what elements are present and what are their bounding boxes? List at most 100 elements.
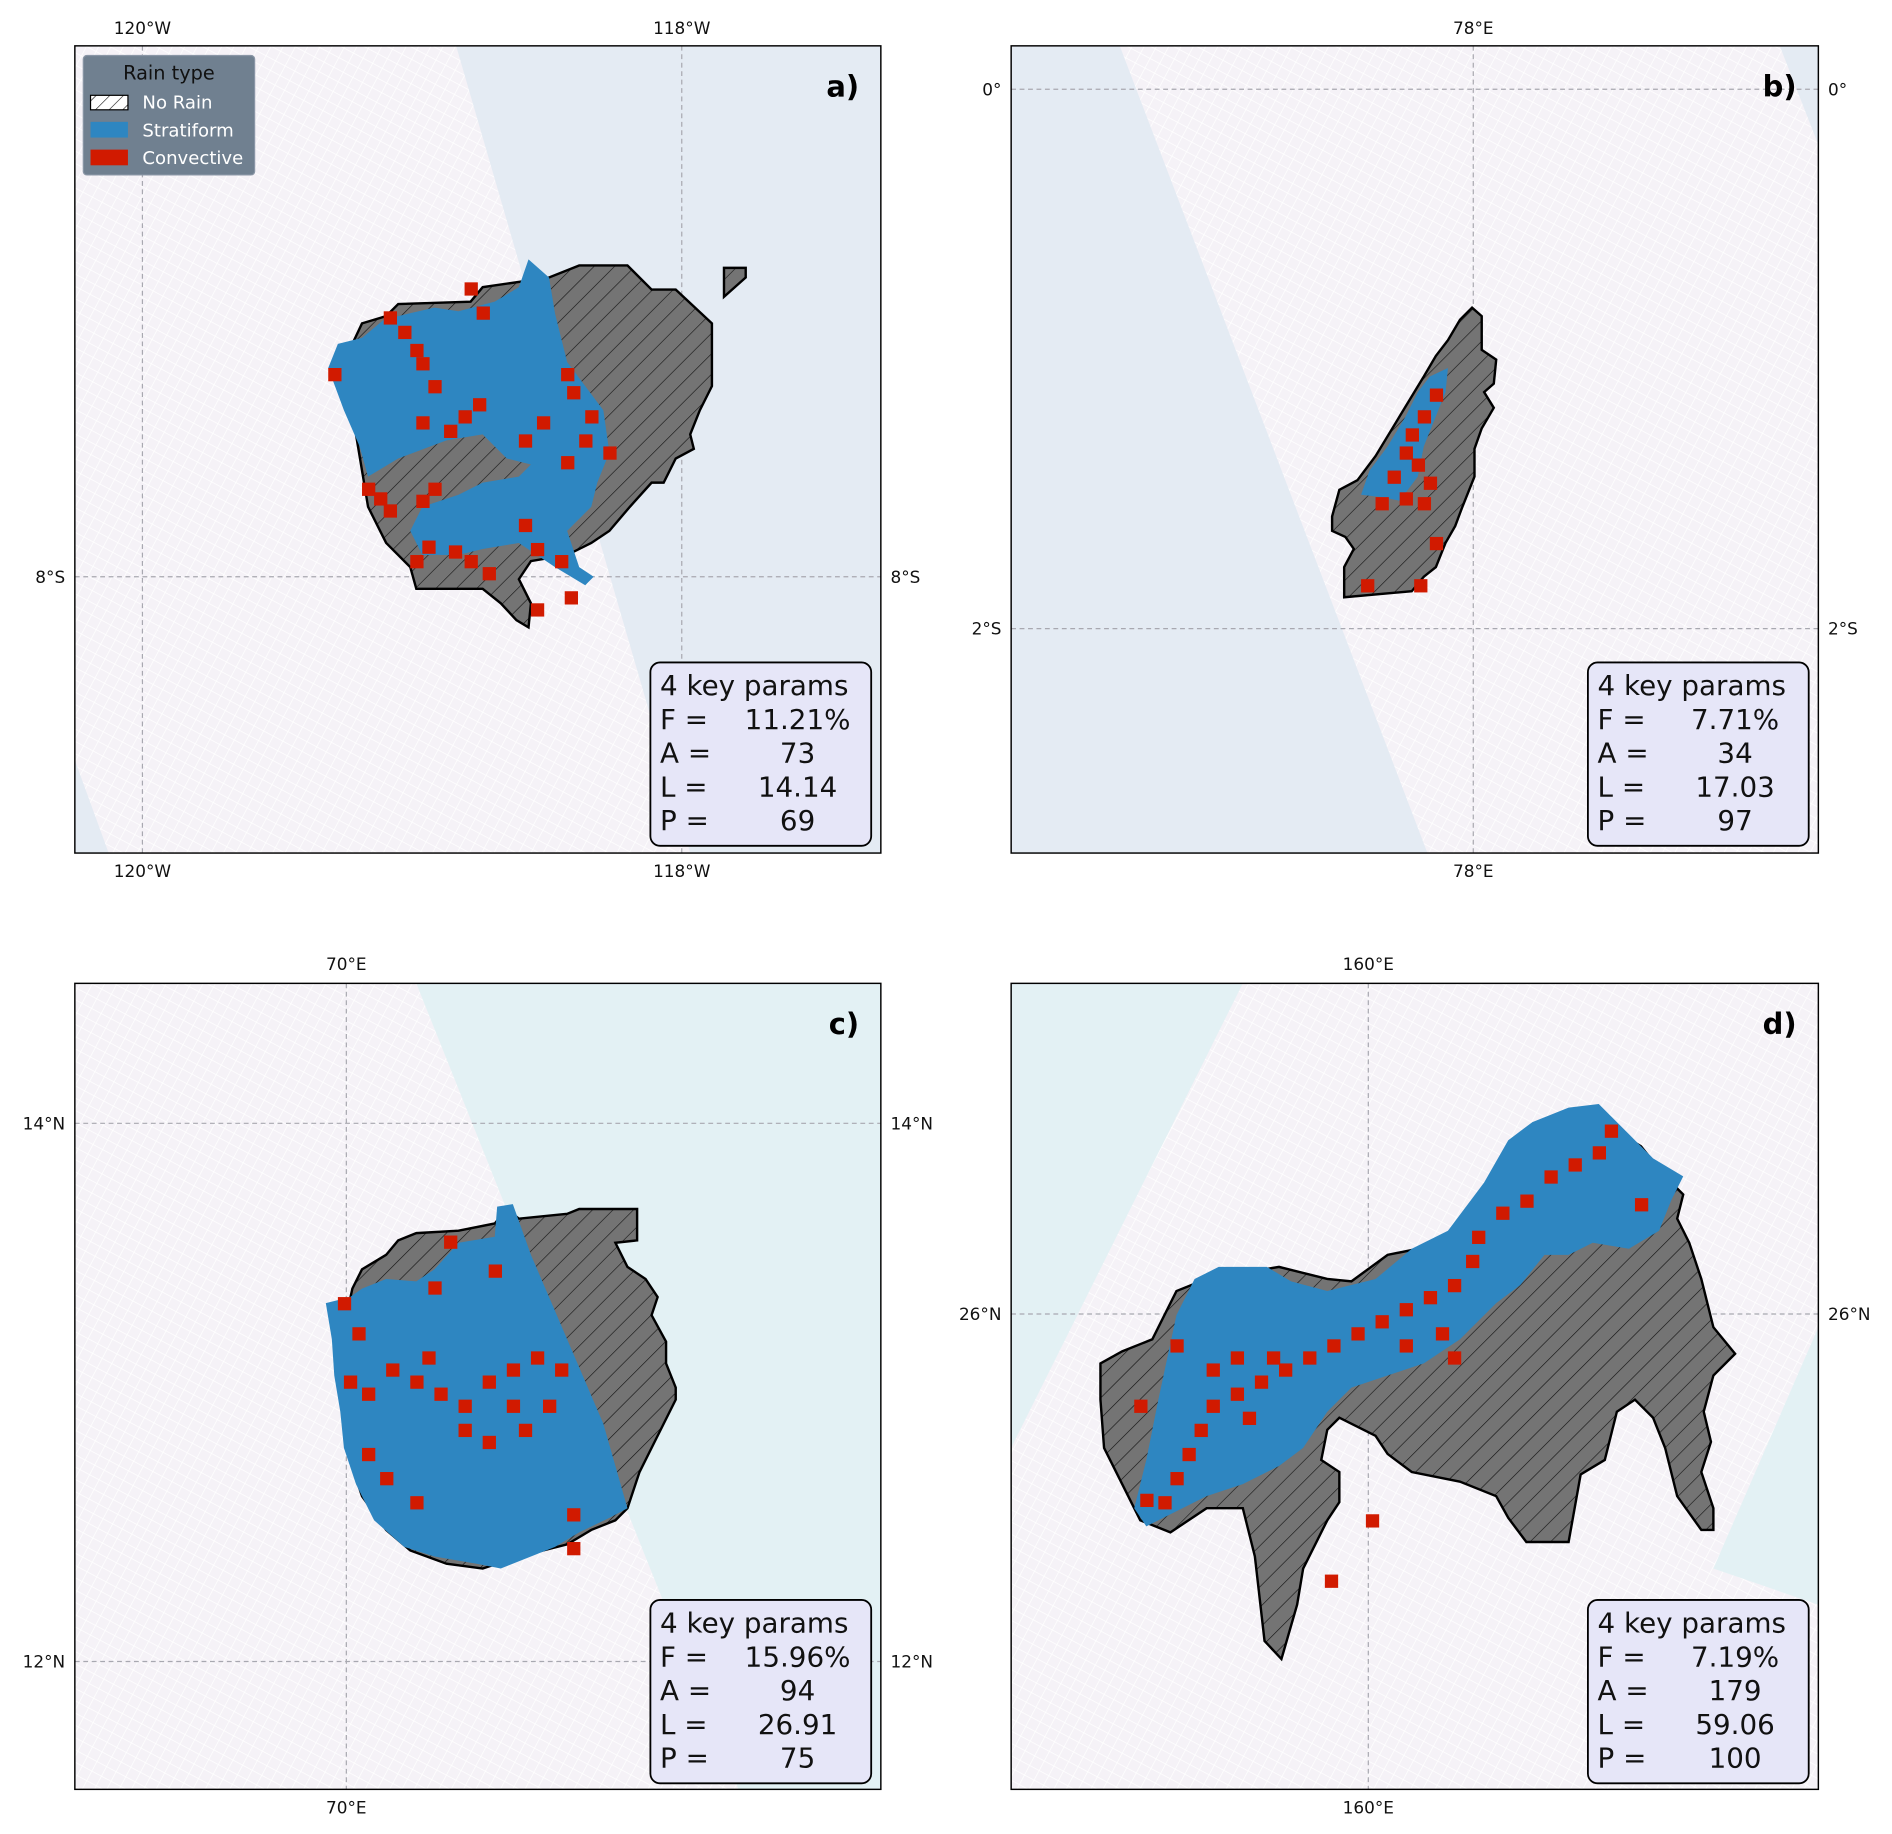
convective-cell (1399, 492, 1413, 506)
x-tick-bottom: 70°E (326, 1797, 367, 1817)
convective-cell (386, 1363, 400, 1377)
convective-cell (422, 1351, 436, 1365)
x-tick-top: 160°E (1343, 954, 1394, 974)
panel-label: d) (1763, 1007, 1797, 1041)
convective-cell (410, 343, 424, 358)
y-tick-right: 12°N (890, 1651, 933, 1671)
convective-cell (444, 424, 458, 438)
convective-cells (337, 1235, 581, 1556)
convective-cell (1414, 579, 1428, 593)
convective-cell (1417, 410, 1432, 424)
convective-cell (416, 357, 430, 371)
convective-cell (1254, 1375, 1269, 1389)
convective-cell (567, 1542, 581, 1556)
convective-cell (1194, 1423, 1208, 1438)
convective-cell (1170, 1472, 1184, 1486)
convective-cell (1429, 536, 1444, 551)
legend-title: Rain type (123, 62, 215, 85)
stratiform-region (325, 1204, 628, 1569)
param-value: 7.71% (1691, 703, 1779, 736)
convective-cell (352, 1327, 366, 1341)
param-key: L = (1598, 770, 1646, 803)
convective-cell (536, 416, 551, 430)
convective-cell (1399, 1339, 1413, 1353)
panel-b: b) 78°E 78°E 0° 2°S 0° 2°S 4 key paramsF… (972, 18, 1858, 881)
convective-cell (530, 1351, 545, 1365)
convective-cell (506, 1363, 521, 1377)
convective-cell (585, 410, 599, 424)
convective-cell (1387, 470, 1401, 484)
convective-cell (1429, 388, 1444, 402)
param-value: 7.19% (1691, 1640, 1779, 1673)
x-tick-bottom: 120°W (114, 861, 172, 881)
stratiform-region (1361, 368, 1448, 501)
convective-cell (1351, 1327, 1365, 1341)
convective-cell (1206, 1363, 1220, 1377)
y-tick-right: 0° (1828, 79, 1847, 99)
convective-cell (1324, 1574, 1339, 1588)
param-key: F = (1598, 1640, 1646, 1673)
convective-cell (518, 1423, 533, 1438)
convective-cell (603, 446, 617, 460)
convective-cell (398, 325, 412, 340)
params-title: 4 key params (660, 1607, 848, 1640)
map-frame (1010, 982, 1820, 1791)
y-tick-left: 8°S (35, 567, 65, 587)
param-key: A = (660, 737, 711, 770)
x-tick-bottom: 160°E (1343, 1797, 1394, 1817)
param-key: F = (660, 703, 708, 736)
convective-cell (1206, 1399, 1220, 1413)
y-tick-left: 2°S (972, 619, 1002, 639)
convective-cell (1375, 497, 1389, 511)
convective-cell (561, 368, 575, 382)
params-title: 4 key params (1598, 669, 1786, 702)
convective-cell (1170, 1339, 1184, 1353)
params-title: 4 key params (660, 669, 848, 702)
convective-cell (380, 1472, 394, 1486)
convective-cell (1242, 1411, 1257, 1425)
convective-cell (410, 1496, 424, 1510)
convective-cell (328, 368, 342, 382)
convective-cell (444, 1235, 458, 1249)
convective-cell (1399, 446, 1413, 460)
convective-cell (383, 504, 398, 518)
convective-cell (458, 410, 472, 424)
convective-cell (1365, 1514, 1380, 1528)
param-key: L = (660, 770, 708, 803)
convective-cell (448, 545, 463, 559)
panel-a: a) 120°W 118°W 120°W 118°W 8°S 8°S Rain … (35, 18, 920, 881)
convective-cell (337, 1297, 352, 1311)
y-tick-left: 14°N (23, 1113, 66, 1133)
params-box-bg (649, 1599, 873, 1785)
param-value: 14.14 (758, 770, 837, 803)
param-value: 17.03 (1695, 770, 1774, 803)
convective-cell (1592, 1146, 1606, 1160)
convective-cell (428, 1281, 442, 1295)
convective-cell (464, 555, 478, 569)
convective-cell (383, 311, 398, 325)
y-tick-right: 8°S (890, 567, 920, 587)
param-value: 11.21% (745, 703, 851, 736)
panel-label: c) (829, 1007, 859, 1041)
convective-cell (567, 386, 581, 400)
convective-cell (1423, 476, 1438, 490)
convective-cell (1361, 579, 1375, 593)
convective-cell (362, 1447, 376, 1462)
x-tick-bottom: 118°W (653, 861, 711, 881)
convective-cell (410, 1375, 424, 1389)
convective-cells (1361, 388, 1444, 593)
convective-cell (374, 492, 388, 506)
x-tick-top: 78°E (1453, 18, 1494, 38)
convective-cell (1423, 1291, 1438, 1305)
param-value: 15.96% (745, 1640, 851, 1673)
y-tick-right: 14°N (890, 1113, 933, 1133)
convective-cell (1435, 1327, 1450, 1341)
panel-label: b) (1763, 70, 1797, 104)
legend: Rain type No Rain Stratiform Convective (82, 54, 256, 176)
outside-swath (1779, 45, 1819, 145)
param-key: A = (1598, 737, 1649, 770)
convective-cell (1634, 1198, 1649, 1212)
